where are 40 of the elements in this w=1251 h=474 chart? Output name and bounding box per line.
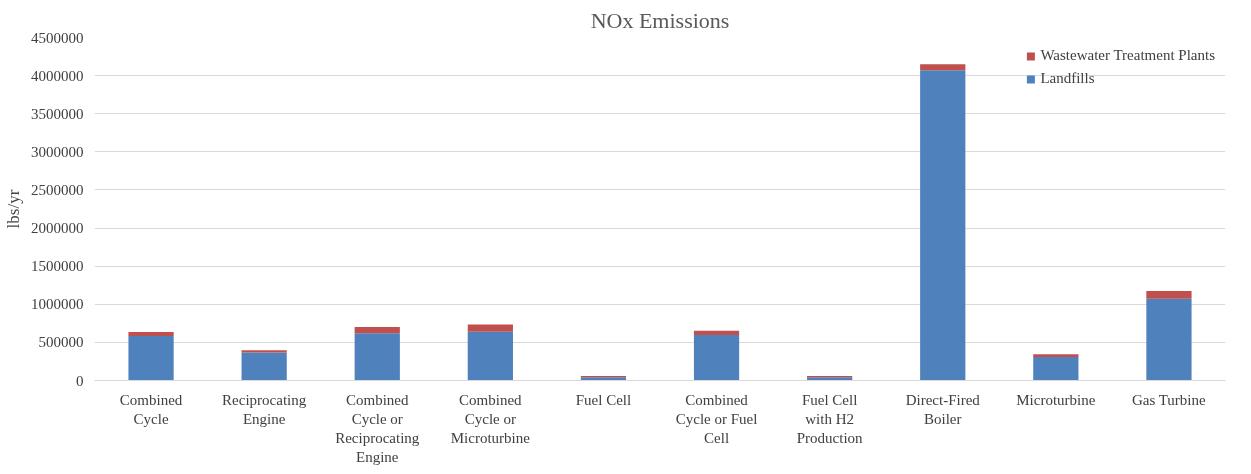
x-tick-label: Combined Cycle or Reciprocating Engine	[335, 391, 420, 466]
bar	[467, 324, 513, 332]
y-tick-label: 0	[76, 372, 84, 389]
bar	[354, 333, 400, 381]
x-tick-label: Combined Cycle	[119, 391, 183, 427]
x-tick-label: Combined Cycle or Fuel Cell	[675, 391, 758, 446]
bar	[1033, 354, 1079, 358]
bar	[693, 330, 740, 336]
x-tick-label: Fuel Cell with H2 Production	[796, 391, 864, 446]
x-tick-label: Combined Cycle or Microturbine	[450, 391, 531, 446]
bar	[1146, 298, 1192, 381]
y-tick-label: 4000000	[31, 67, 84, 84]
x-tick-label: Fuel Cell	[575, 391, 632, 408]
bar	[241, 352, 287, 381]
y-tick-label: 500000	[38, 334, 84, 351]
y-tick-label: 3500000	[31, 105, 84, 122]
y-tick-label: 1500000	[31, 258, 84, 275]
legend-label: Landfills	[1040, 70, 1095, 87]
x-tick-label: Microturbine	[1016, 391, 1096, 408]
bar	[693, 335, 740, 381]
bar	[354, 326, 400, 334]
bar	[920, 70, 966, 381]
y-tick-label: 4500000	[31, 29, 84, 46]
chart-title: NOx Emissions	[590, 7, 730, 33]
bar	[467, 331, 513, 381]
y-tick-label: 2000000	[31, 220, 84, 237]
y-tick-label: 3000000	[31, 143, 84, 160]
y-axis-title: lbs/yr	[4, 189, 23, 229]
y-tick-label: 1000000	[31, 296, 84, 313]
bar	[128, 335, 174, 381]
y-tick-label: 2500000	[31, 181, 84, 198]
bar	[1033, 357, 1079, 381]
bar	[1146, 291, 1192, 299]
legend-label: Wastewater Treatment Plants	[1040, 47, 1215, 64]
bar	[128, 332, 174, 336]
bar	[920, 64, 966, 71]
bar	[241, 350, 287, 353]
x-tick-label: Direct-Fired Boiler	[905, 391, 981, 427]
x-tick-label: Reciprocating Engine	[222, 391, 307, 427]
x-tick-label: Gas Turbine	[1131, 391, 1207, 408]
